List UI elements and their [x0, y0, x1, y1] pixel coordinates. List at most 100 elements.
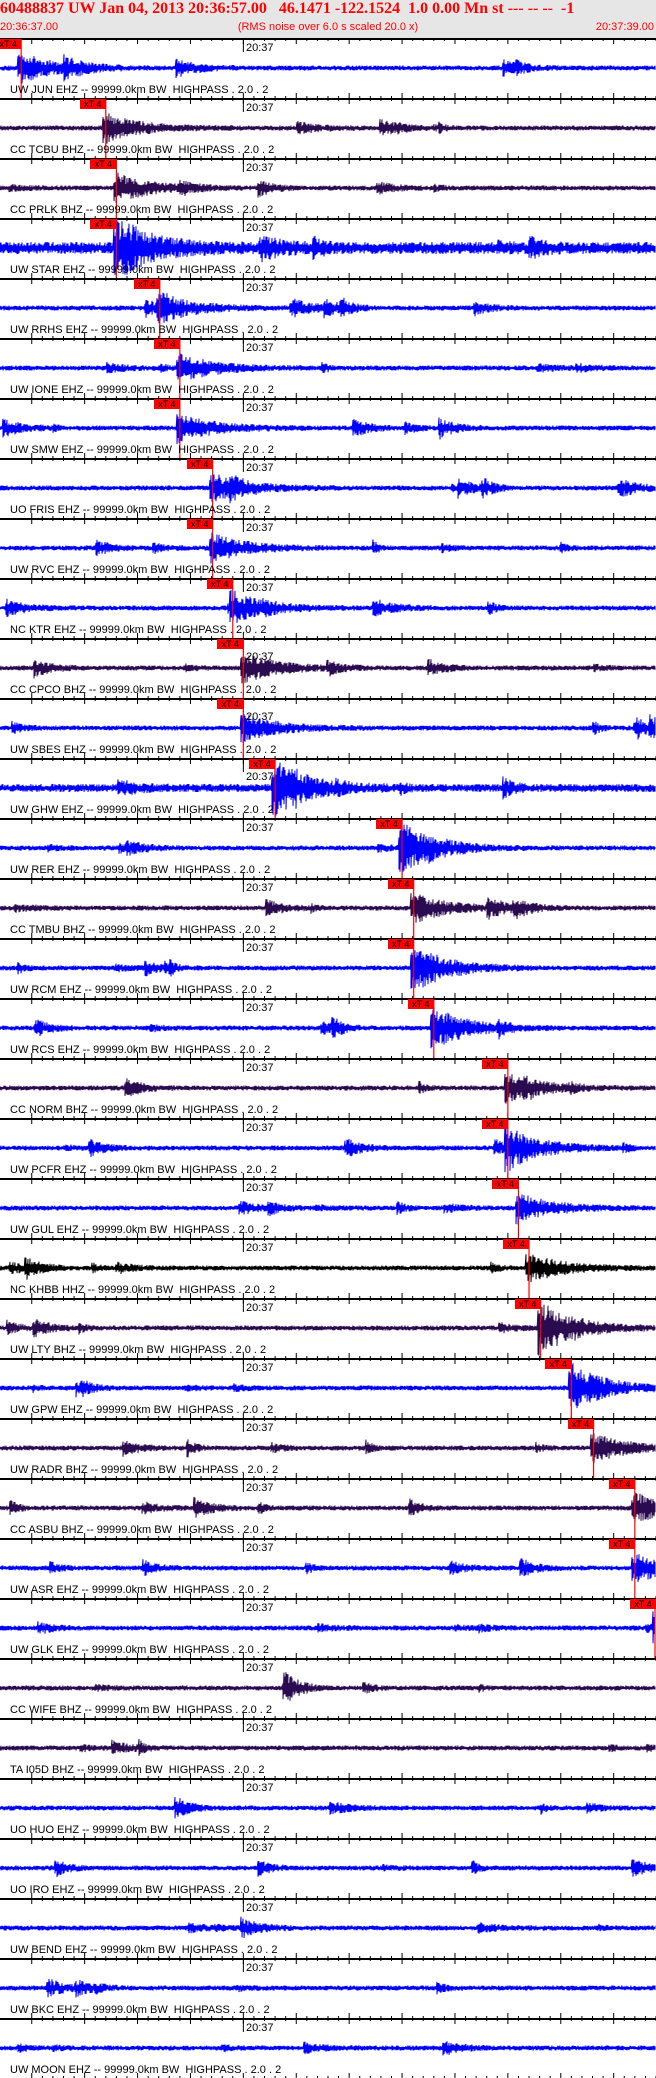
station-label: NC KTR EHZ -- 99999.0km BW HIGHPASS . 2.… [10, 624, 267, 636]
trace-plot [0, 158, 656, 218]
trace-plot [0, 1298, 656, 1358]
waveform-trace [0, 54, 656, 84]
trace-panel: 20:37 CC WIFE BHZ -- 99999.0km BW HIGHPAS… [0, 1658, 656, 1718]
pick-marker[interactable]: xT 4 [387, 879, 414, 889]
waveform-trace [0, 532, 656, 564]
trace-panel: 20:37 xT 4 UW RCS EHZ -- 99999.0km BW HIGH… [0, 998, 656, 1058]
pick-marker[interactable]: xT 4 [376, 819, 403, 829]
station-label: UW BEND EHZ -- 99999.0km BW HIGHPASS . 2… [10, 1944, 278, 1956]
tick-label: 20:37 [246, 1062, 274, 1074]
trace-plot [0, 458, 656, 518]
trace-plot [0, 1358, 656, 1418]
waveform-trace [0, 1073, 656, 1104]
pick-marker[interactable]: xT 4 [481, 1059, 508, 1069]
trace-plot [0, 878, 656, 938]
pick-marker[interactable]: xT 4 [608, 1479, 635, 1489]
trace-panel: 20:37 xT 4 UW RADR BHZ -- 99999.0km BW HIG… [0, 1418, 656, 1478]
tick-label: 20:37 [246, 1182, 274, 1194]
trace-plot [0, 1718, 656, 1778]
station-label: UW RADR BHZ -- 99999.0km BW HIGHPASS . 2… [10, 1464, 279, 1476]
trace-panel: 20:37 UW MOON EHZ -- 99999.0km BW HIGHPAS… [0, 2018, 656, 2078]
tick-label: 20:37 [246, 42, 274, 54]
station-label: NC KHBB HHZ -- 99999.0km BW HIGHPASS . 2… [10, 1284, 276, 1296]
trace-panel: 20:37 xT 4 UW RRHS EHZ -- 99999.0km BW HIG… [0, 278, 656, 338]
trace-panel: 20:37 xT 4 UW IONE EHZ -- 99999.0km BW HIG… [0, 338, 656, 398]
pick-marker[interactable]: xT 4 [0, 39, 22, 49]
pick-marker[interactable]: xT 4 [545, 1359, 572, 1369]
waveform-trace [0, 762, 656, 816]
tick-label: 20:37 [246, 1962, 274, 1974]
pick-marker[interactable]: xT 4 [407, 999, 434, 1009]
tick-label: 20:37 [246, 1722, 274, 1734]
trace-plot [0, 578, 656, 638]
tick-label: 20:37 [246, 222, 274, 234]
trace-plot [0, 218, 656, 278]
pick-marker[interactable]: xT 4 [217, 639, 244, 649]
event-header: 60488837 UW Jan 04, 2013 20:36:57.00 46.… [0, 0, 656, 38]
tick-label: 20:37 [246, 882, 274, 894]
trace-plot [0, 1778, 656, 1838]
trace-plot [0, 1838, 656, 1898]
waveform-trace [0, 824, 656, 872]
pick-marker[interactable]: xT 4 [481, 1119, 508, 1129]
trace-panel: 20:37 xT 4 UW GUL EHZ -- 99999.0km BW HIGH… [0, 1178, 656, 1238]
station-label: UW BKC EHZ -- 99999.0km BW HIGHPASS . 2.… [10, 2004, 270, 2016]
trace-plot [0, 1058, 656, 1118]
trace-plot [0, 98, 656, 158]
waveform-trace [0, 1797, 656, 1819]
station-label: CC ASBU BHZ -- 99999.0km BW HIGHPASS . 2… [10, 1524, 274, 1536]
pick-marker[interactable]: xT 4 [90, 219, 117, 229]
tick-label: 20:37 [246, 282, 274, 294]
waveform-trace [0, 950, 656, 989]
trace-plot [0, 278, 656, 338]
pick-marker[interactable]: xT 4 [492, 1179, 519, 1189]
pick-marker[interactable]: xT 4 [153, 399, 180, 409]
pick-marker[interactable]: xT 4 [153, 339, 180, 349]
waveform-trace [0, 172, 656, 203]
pick-marker[interactable]: xT 4 [567, 1419, 594, 1429]
trace-panel: 20:37 xT 4 CC TCBU BHZ -- 99999.0km BW HIG… [0, 98, 656, 158]
station-label: UW SMW EHZ -- 99999.0km BW HIGHPASS . 2.… [10, 444, 274, 456]
tick-label: 20:37 [246, 1002, 274, 1014]
pick-marker[interactable]: xT 4 [79, 99, 106, 109]
trace-panel: 20:37 UW BKC EHZ -- 99999.0km BW HIGHPASS… [0, 1958, 656, 2018]
event-title: 60488837 UW Jan 04, 2013 20:36:57.00 46.… [0, 0, 575, 17]
pick-marker[interactable]: xT 4 [503, 1239, 530, 1249]
trace-plot [0, 698, 656, 758]
end-time: 20:37:39.00 [595, 21, 654, 33]
waveform-trace [0, 2041, 656, 2056]
tick-label: 20:37 [246, 462, 274, 474]
station-label: UW RRHS EHZ -- 99999.0km BW HIGHPASS . 2… [10, 324, 279, 336]
pick-marker[interactable]: xT 4 [186, 459, 213, 469]
trace-plot [0, 398, 656, 458]
waveform-trace [0, 113, 656, 144]
pick-marker[interactable]: xT 4 [186, 519, 213, 529]
waveform-trace [0, 220, 656, 275]
station-label: UW RCM EHZ -- 99999.0km BW HIGHPASS . 2.… [10, 984, 273, 996]
trace-plot [0, 938, 656, 998]
pick-marker[interactable]: xT 4 [133, 279, 160, 289]
waveform-trace [0, 589, 656, 623]
station-label: CC TMBU BHZ -- 99999.0km BW HIGHPASS . 2… [10, 924, 276, 936]
tick-label: 20:37 [246, 102, 274, 114]
waveform-trace [0, 1859, 656, 1878]
tick-label: 20:37 [246, 1782, 274, 1794]
tick-label: 20:37 [246, 1422, 274, 1434]
pick-marker[interactable]: xT 4 [630, 1599, 656, 1609]
pick-marker[interactable]: xT 4 [217, 699, 244, 709]
waveform-trace [0, 414, 656, 445]
pick-marker[interactable]: xT 4 [387, 939, 414, 949]
pick-marker[interactable]: xT 4 [514, 1299, 541, 1309]
trace-plot [0, 758, 656, 818]
seismogram-panels: 20:37 xT 4 UW JUN EHZ -- 99999.0km BW HIGH… [0, 38, 656, 2078]
pick-marker[interactable]: xT 4 [206, 579, 233, 589]
pick-marker[interactable]: xT 4 [90, 159, 117, 169]
tick-label: 20:37 [246, 1242, 274, 1254]
pick-marker[interactable]: xT 4 [249, 759, 276, 769]
trace-panel: 20:37 xT 4 CC TMBU BHZ -- 99999.0km BW HIG… [0, 878, 656, 938]
station-label: UW GHW EHZ -- 99999.0km BW HIGHPASS . 2.… [10, 804, 274, 816]
trace-panel: 20:37 xT 4 CC CPCO BHZ -- 99999.0km BW HIG… [0, 638, 656, 698]
tick-label: 20:37 [246, 162, 274, 174]
trace-plot [0, 1538, 656, 1598]
pick-marker[interactable]: xT 4 [608, 1539, 635, 1549]
